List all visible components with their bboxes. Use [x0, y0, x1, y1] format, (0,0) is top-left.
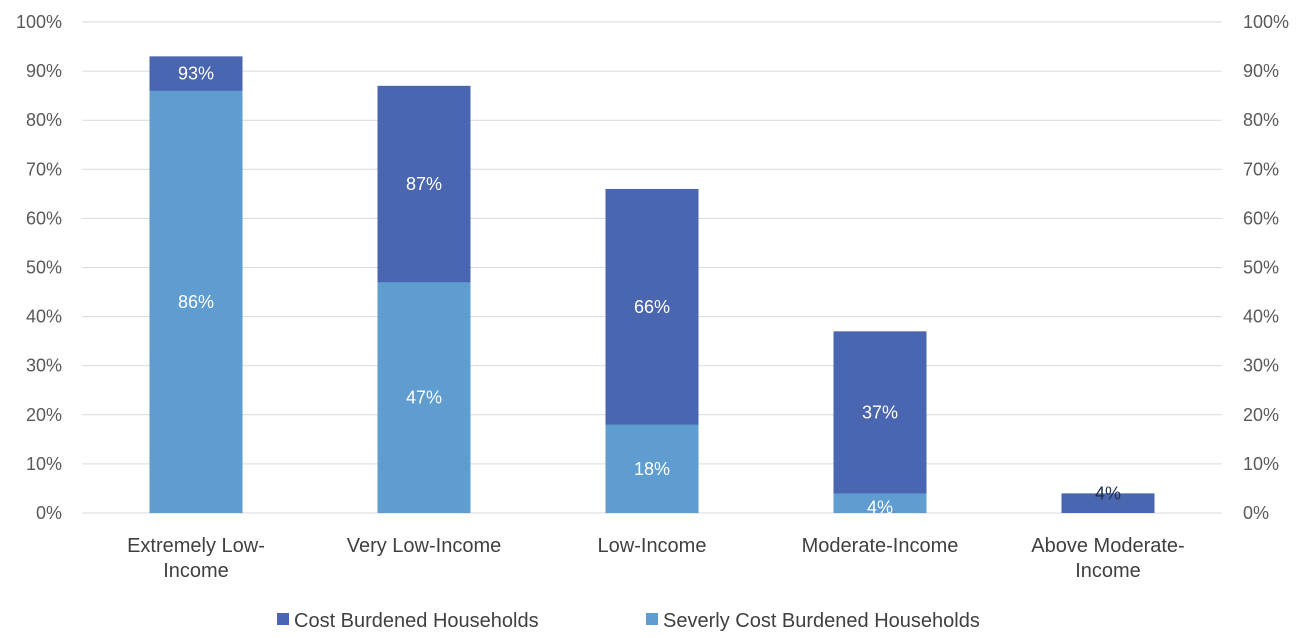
data-label-severely-cost-burdened: 86% — [178, 292, 214, 312]
category-label: Above Moderate- Income — [1031, 535, 1184, 582]
y-tick-label-left: 0% — [36, 503, 62, 523]
category-label: Moderate-Income — [802, 535, 959, 557]
category-axis: Extremely Low- Income Very Low-Income Low-I… — [127, 535, 1185, 582]
y-tick-label-right: 70% — [1243, 159, 1279, 179]
data-labels: 93% 86% 87% 47% 66% 18% 37% 4% 4% — [178, 64, 1121, 518]
data-label-cost-burdened: 37% — [862, 402, 898, 422]
category-label: Very Low-Income — [347, 535, 502, 557]
category-label-line: Low-Income — [598, 535, 707, 557]
y-tick-label-left: 60% — [26, 208, 62, 228]
y-tick-label-left: 30% — [26, 356, 62, 376]
category-label-line: Income — [163, 560, 229, 582]
bars — [149, 56, 1155, 514]
data-label-severely-cost-burdened: 18% — [634, 459, 670, 479]
bar-cost-burdened — [833, 331, 927, 513]
data-label-cost-burdened: 66% — [634, 297, 670, 317]
y-tick-label-right: 90% — [1243, 61, 1279, 81]
y-tick-label-right: 50% — [1243, 258, 1279, 278]
bar-severely-cost-burdened — [605, 424, 699, 513]
bar-severely-cost-burdened — [833, 493, 927, 513]
y-tick-label-right: 100% — [1243, 12, 1289, 32]
y-tick-label-right: 40% — [1243, 307, 1279, 327]
y-tick-label-left: 100% — [16, 12, 62, 32]
legend-swatch — [277, 613, 289, 625]
data-label-cost-burdened: 93% — [178, 64, 214, 84]
y-tick-label-right: 20% — [1243, 405, 1279, 425]
legend-label: Severly Cost Burdened Households — [663, 610, 980, 632]
left-y-axis: 0% 10% 20% 30% 40% 50% 60% 70% 80% 90% 100% — [16, 12, 62, 523]
y-tick-label-right: 60% — [1243, 208, 1279, 228]
legend-label: Cost Burdened Households — [294, 610, 539, 632]
right-y-axis: 0% 10% 20% 30% 40% 50% 60% 70% 80% 90% 100% — [1243, 12, 1289, 523]
category-label-line: Moderate-Income — [802, 535, 959, 557]
y-tick-label-left: 90% — [26, 61, 62, 81]
category-label-line: Above Moderate- — [1031, 535, 1184, 557]
data-label-severely-cost-burdened: 47% — [406, 388, 442, 408]
category-label: Extremely Low- Income — [127, 535, 265, 582]
y-tick-label-right: 0% — [1243, 503, 1269, 523]
y-tick-label-right: 80% — [1243, 110, 1279, 130]
legend: Cost Burdened Households Severly Cost Bur… — [277, 610, 980, 632]
y-tick-label-left: 80% — [26, 110, 62, 130]
category-label-line: Income — [1075, 560, 1141, 582]
bar-severely-cost-burdened — [377, 282, 471, 513]
y-tick-label-left: 10% — [26, 454, 62, 474]
y-tick-label-left: 20% — [26, 405, 62, 425]
data-label-severely-cost-burdened: 4% — [867, 497, 893, 517]
y-tick-label-left: 70% — [26, 159, 62, 179]
legend-swatch — [646, 613, 658, 625]
bar-severely-cost-burdened — [149, 90, 243, 514]
y-tick-label-left: 50% — [26, 258, 62, 278]
category-label-line: Extremely Low- — [127, 535, 265, 557]
y-tick-label-right: 10% — [1243, 454, 1279, 474]
y-tick-label-left: 40% — [26, 307, 62, 327]
y-tick-label-right: 30% — [1243, 356, 1279, 376]
category-label: Low-Income — [598, 535, 707, 557]
bar-cost-burdened — [1061, 493, 1155, 513]
category-label-line: Very Low-Income — [347, 535, 502, 557]
data-label-cost-burdened: 87% — [406, 174, 442, 194]
data-label-cost-burdened: 4% — [1095, 483, 1121, 503]
